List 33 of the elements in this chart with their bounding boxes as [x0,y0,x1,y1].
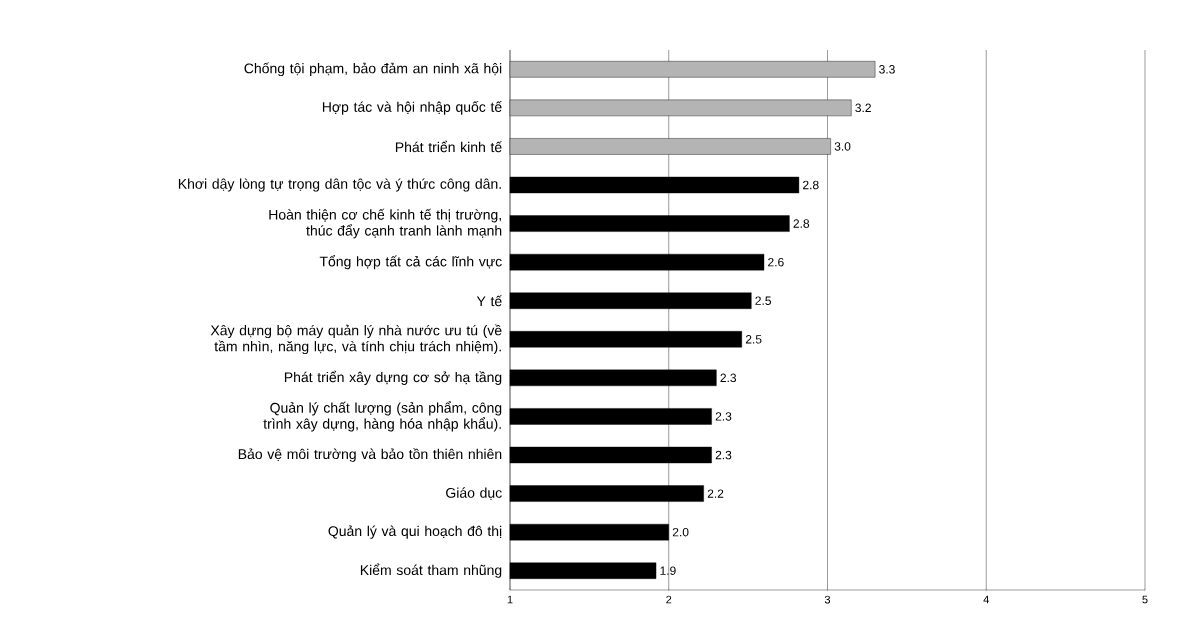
data-label: 2.3 [720,373,737,383]
y-tick-label: Tổng hợp tất cả các lĩnh vực [319,255,502,270]
data-label: 2.5 [755,296,771,305]
y-tick-label: Hợp tác và hội nhập quốc tế [322,101,502,115]
x-tick-label: 3 [824,595,831,604]
data-label: 2.2 [707,489,724,498]
data-label: 2.8 [803,180,819,190]
y-tick-label: Quản lý chất lượng (sản phẩm, công trình xây dựng, hàng hóa nhập khẩu). [263,401,502,432]
data-label: 2.3 [715,450,732,460]
data-label: 2.3 [715,412,732,421]
data-label: 3.2 [855,103,871,113]
data-label: 2.8 [793,219,810,228]
y-tick-label: Khơi dậy lòng tự trọng dân tộc và ý thức công dân. [178,178,501,192]
data-label: 2.5 [745,335,762,344]
data-label: 2.6 [768,257,784,267]
y-tick-label: Xây dựng bộ máy quản lý nhà nước ưu tú (về tầm nhìn, năng lực, và tính chịu trách nhiệm). [210,324,502,355]
y-tick-label: Giáo dục [446,487,502,500]
y-tick-label: Phát triển kinh tế [395,140,502,153]
x-tick-label: 1 [507,595,513,604]
y-tick-label: Quản lý và qui hoạch đô thị [328,525,502,539]
data-label: 1.9 [660,566,676,575]
y-tick-label: Kiểm soát tham nhũng [360,563,502,578]
data-label: 2.0 [672,527,689,537]
y-tick-label: Chống tội phạm, bảo đảm an ninh xã hội [244,62,502,77]
data-label: 3.0 [834,142,851,151]
data-label: 3.3 [879,65,895,74]
y-tick-label: Bảo vệ môi trường và bảo tồn thiên nhiên [238,448,502,462]
x-tick-label: 5 [1142,595,1148,604]
y-tick-label: Y tế [476,295,502,307]
y-tick-label: Phát triển xây dựng cơ sở hạ tầng [284,370,502,385]
x-tick-label: 2 [666,595,672,604]
x-tick-label: 4 [983,595,989,604]
y-tick-label: Hoàn thiện cơ chế kinh tế thị trường, thúc đẩy cạnh tranh lành mạnh [269,208,502,239]
